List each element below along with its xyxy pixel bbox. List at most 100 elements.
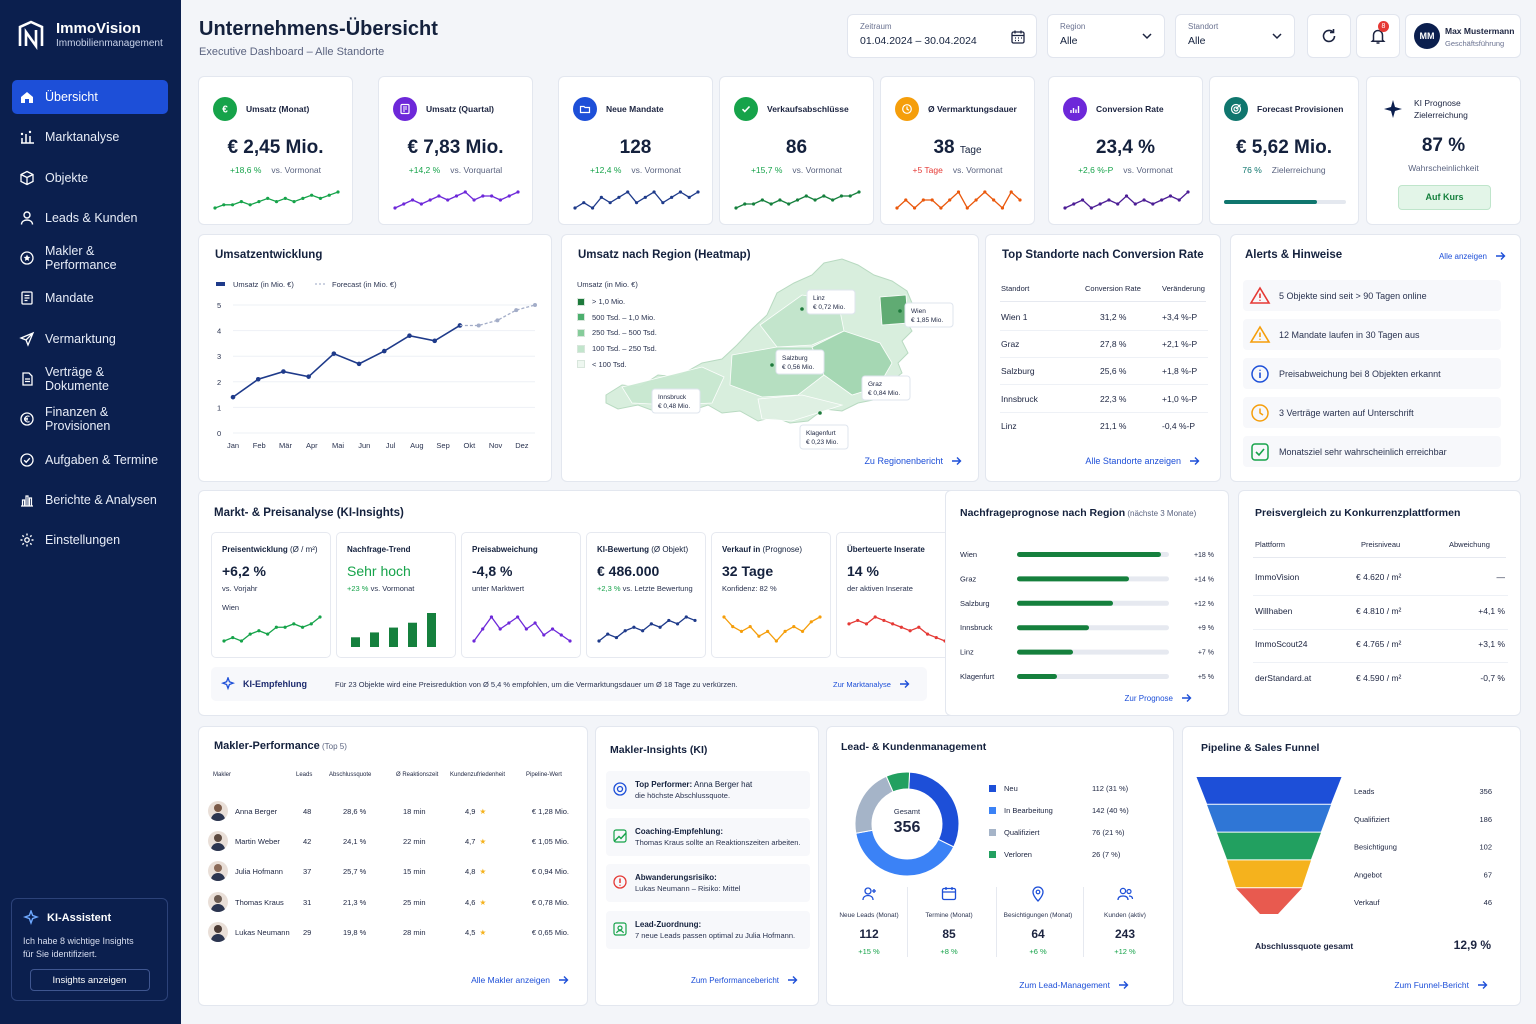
demand-value-label: +14 % xyxy=(1194,576,1214,583)
region-report-link[interactable]: Zu Regionenbericht xyxy=(864,456,962,466)
kpi-card[interactable]: Verkaufsabschlüsse 86 +15,7 % vs. Vormonat xyxy=(719,76,874,225)
period-filter[interactable]: Zeitraum 01.04.2024 – 30.04.2024 xyxy=(847,14,1037,58)
sidebar-item-send[interactable]: Vermarktung xyxy=(12,322,168,356)
broker-insight-item[interactable]: Abwanderungsrisiko: Lukas Neumann – Risik… xyxy=(606,864,810,902)
table-row[interactable]: derStandard.at € 4.590 / m² -0,7 % xyxy=(1239,673,1522,695)
lead-stat[interactable]: Neue Leads (Monat) 112 +15 % xyxy=(827,885,911,956)
user-menu[interactable]: MM Max Mustermann Geschäftsführung xyxy=(1405,14,1521,58)
sidebar-item-user[interactable]: Leads & Kunden xyxy=(12,201,168,235)
broker-score: 4,8 ★ xyxy=(465,867,486,876)
austria-map[interactable]: Linz € 0,72 Mio. Wien € 1,85 Mio. Salzburg € … xyxy=(562,235,980,483)
calendar-icon xyxy=(1011,30,1025,44)
arrow-right-icon xyxy=(952,457,962,465)
table-row[interactable]: Martin Weber 42 24,1 % 22 min 4,7 ★ € 1,05 Mio… xyxy=(199,831,589,855)
heatmap-card: Umsatz nach Region (Heatmap) Umsatz (in … xyxy=(561,234,979,482)
sidebar-item-gear[interactable]: Einstellungen xyxy=(12,523,168,557)
market-insight-card[interactable]: Preisentwicklung (Ø / m²) +6,2 % vs. Vorja… xyxy=(211,532,331,658)
kpi-card[interactable]: Conversion Rate 23,4 % +2,6 %-P vs. Vormona… xyxy=(1048,76,1203,225)
lead-stat[interactable]: Termine (Monat) 85 +8 % xyxy=(907,885,991,957)
table-row[interactable]: Innsbruck 22,3 % +1,0 %-P xyxy=(986,394,1222,414)
table-row[interactable]: Linz 21,1 % -0,4 %-P xyxy=(986,421,1222,441)
broker-insight-item[interactable]: Lead-Zuordnung: 7 neue Leads passen optim… xyxy=(606,910,810,949)
funnel-report-link[interactable]: Zum Funnel-Bericht xyxy=(1394,980,1488,990)
sidebar-item-award[interactable]: Makler & Performance xyxy=(12,241,168,275)
sidebar-item-chart[interactable]: Marktanalyse xyxy=(12,120,168,154)
forecast-link[interactable]: Zur Prognose xyxy=(1125,693,1192,703)
refresh-button[interactable] xyxy=(1307,14,1351,58)
lead-management-link[interactable]: Zum Lead-Management xyxy=(1019,980,1129,990)
sparkline-point xyxy=(813,198,817,202)
kpi-card[interactable]: KI Prognose Zielerreichung 87 % Wahrschein… xyxy=(1366,76,1521,225)
market-insight-delta: +23 % xyxy=(347,584,369,593)
market-insight-sub: unter Marktwert xyxy=(472,584,524,593)
insights-button[interactable]: Insights anzeigen xyxy=(29,969,150,991)
demand-bar xyxy=(1017,576,1129,582)
sparkline-point xyxy=(912,206,917,210)
broker-insight-item[interactable]: Top Performer: Anna Berger hat die höchst… xyxy=(606,771,810,809)
alert-item[interactable]: Preisabweichung bei 8 Objekten erkannt xyxy=(1243,358,1501,389)
sidebar-item-report[interactable]: Berichte & Analysen xyxy=(12,483,168,517)
kpi-card[interactable]: Forecast Provisionen € 5,62 Mio. 76 % Ziele… xyxy=(1209,76,1359,225)
avatar xyxy=(208,831,228,852)
all-brokers-link[interactable]: Alle Makler anzeigen xyxy=(471,975,569,985)
notifications-button[interactable]: 8 xyxy=(1356,14,1400,58)
broker-insight-item[interactable]: Coaching-Empfehlung: Thomas Kraus sollte … xyxy=(606,817,810,856)
region-filter[interactable]: Region Alle xyxy=(1047,14,1165,58)
market-insight-card[interactable]: Preisabweichung -4,8 % unter Marktwert xyxy=(461,532,581,658)
location-filter[interactable]: Standort Alle xyxy=(1175,14,1295,58)
performance-report-link[interactable]: Zum Performancebericht xyxy=(691,975,798,985)
table-row[interactable]: ImmoVision € 4.620 / m² — xyxy=(1239,572,1522,596)
broker-response-time: 18 min xyxy=(403,807,426,816)
broker-insight-text: Thomas Kraus sollte an Reaktionszeiten a… xyxy=(635,837,801,847)
sidebar-item-document[interactable]: Mandate xyxy=(12,281,168,315)
sidebar-item-label: Objekte xyxy=(45,170,89,185)
kpi-card[interactable]: Ø Vermarktungsdauer 38 Tage +5 Tage vs. Vor… xyxy=(880,76,1035,225)
heatmap-legend-item: 500 Tsd. – 1,0 Mio. xyxy=(577,313,655,322)
market-insight-card[interactable]: Nachfrage-Trend Sehr hoch +23 % vs. Vormon… xyxy=(336,532,456,658)
table-row[interactable]: Anna Berger 48 28,6 % 18 min 4,9 ★ € 1,28 Mio. xyxy=(199,801,589,825)
sparkline-point xyxy=(804,194,808,198)
market-insight-card[interactable]: KI-Bewertung (Ø Objekt) € 486.000 +2,3 % v… xyxy=(586,532,706,658)
table-row[interactable]: ImmoScout24 € 4.765 / m² +3,1 % xyxy=(1239,639,1522,663)
alert-item[interactable]: 5 Objekte sind seit > 90 Tagen online xyxy=(1243,280,1501,311)
region-label: Region xyxy=(1060,22,1086,31)
table-row[interactable]: Thomas Kraus 31 21,3 % 25 min 4,6 ★ € 0,78 Mio… xyxy=(199,891,589,916)
arrow-right-icon xyxy=(559,976,569,984)
market-insight-card[interactable]: Überteuerte Inserate 14 % der aktiven Inse… xyxy=(836,532,956,658)
kpi-value: 86 xyxy=(720,137,873,159)
table-row[interactable]: Lukas Neumann 29 19,8 % 28 min 4,5 ★ € 0,65 Mi… xyxy=(199,921,589,946)
market-insight-title-sub: (Ø Objekt) xyxy=(649,545,689,554)
demand-chart: Wien +18 % Graz +14 % Salzburg +12 % Innsbruck… xyxy=(960,550,1214,681)
all-alerts-link[interactable]: Alle anzeigen xyxy=(1439,251,1506,261)
table-row[interactable]: Graz 27,8 % +2,1 %-P xyxy=(986,339,1222,359)
star-icon: ★ xyxy=(479,897,487,907)
all-locations-link[interactable]: Alle Standorte anzeigen xyxy=(1085,456,1200,466)
legend-label: Neu xyxy=(1004,784,1018,793)
alert-item[interactable]: 12 Mandate laufen in 30 Tagen aus xyxy=(1243,319,1501,350)
sidebar-item-euro[interactable]: Finanzen & Provisionen xyxy=(12,402,168,436)
lead-stat[interactable]: Kunden (aktiv) 243 +12 % xyxy=(1083,885,1167,957)
market-insight-card[interactable]: Verkauf in (Prognose) 32 Tage Konfidenz: 8… xyxy=(711,532,831,658)
sidebar-item-home[interactable]: Übersicht xyxy=(12,80,168,114)
calendar-icon xyxy=(907,885,991,908)
sidebar-item-file[interactable]: Verträge & Dokumente xyxy=(12,362,168,396)
table-row[interactable]: Salzburg 25,6 % +1,8 %-P xyxy=(986,366,1222,386)
table-row[interactable]: Wien 1 31,2 % +3,4 %-P xyxy=(986,312,1222,332)
region-marker xyxy=(800,307,804,311)
kpi-card[interactable]: Neue Mandate 128 +12,4 % vs. Vormonat xyxy=(558,76,713,225)
kpi-card[interactable]: Umsatz (Quartal) € 7,83 Mio. +14,2 % vs. Vo… xyxy=(378,76,533,225)
app-logo[interactable]: ImmoVision Immobilienmanagement xyxy=(16,20,163,50)
sidebar-item-label: Mandate xyxy=(45,291,94,306)
sparkline-point xyxy=(446,198,450,202)
sidebar-item-check-circle[interactable]: Aufgaben & Termine xyxy=(12,443,168,477)
sidebar-item-cube[interactable]: Objekte xyxy=(12,161,168,195)
table-row[interactable]: Willhaben € 4.810 / m² +4,1 % xyxy=(1239,606,1522,630)
market-insight-sub-text: vs. Vorjahr xyxy=(222,584,258,593)
kpi-card[interactable]: € Umsatz (Monat) € 2,45 Mio. +18,6 % vs. Vor… xyxy=(198,76,353,225)
alert-item[interactable]: 3 Verträge warten auf Unterschrift xyxy=(1243,397,1501,428)
market-analysis-link[interactable]: Zur Marktanalyse xyxy=(833,679,910,689)
table-row[interactable]: Julia Hofmann 37 25,7 % 15 min 4,8 ★ € 0,94 Mi… xyxy=(199,861,589,885)
alert-item[interactable]: Monatsziel sehr wahrscheinlich erreichba… xyxy=(1243,436,1501,467)
lead-stat[interactable]: Besichtigungen (Monat) 64 +6 % xyxy=(996,885,1080,957)
trend-point xyxy=(739,629,744,633)
